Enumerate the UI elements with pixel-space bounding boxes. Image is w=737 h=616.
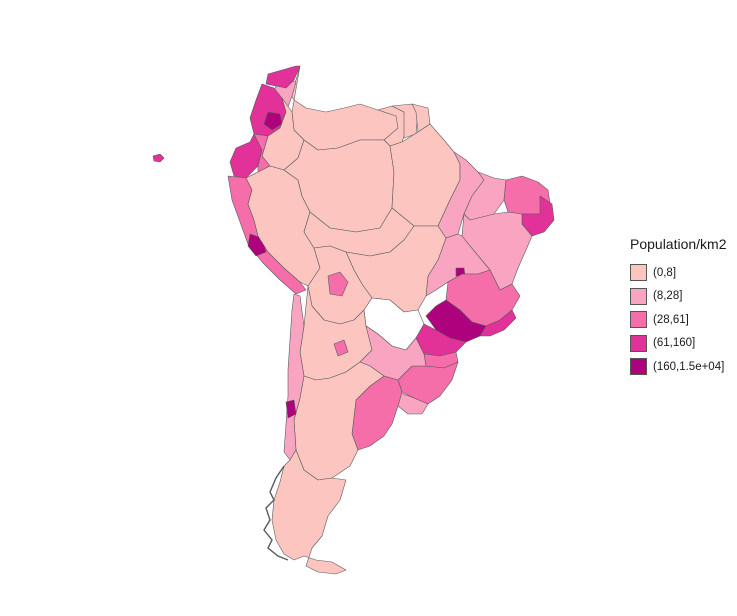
legend-color-key [630, 264, 647, 282]
legend-label: (8,28] [653, 290, 683, 303]
legend-color-key [630, 358, 647, 376]
legend-item: (8,28] [630, 285, 727, 309]
legend-item: (61,160] [630, 332, 727, 356]
chilean-archipelago [263, 465, 289, 561]
region-galapagos [152, 153, 165, 163]
legend-item: (160,1.5e+04] [630, 355, 727, 379]
legend-label: (160,1.5e+04] [653, 360, 725, 373]
legend-label: (28,61] [653, 313, 689, 326]
region-patagonia [271, 449, 347, 575]
legend-title: Population/km2 [630, 236, 727, 252]
legend-label: (61,160] [653, 337, 696, 350]
region-cochabamba [327, 271, 349, 297]
legend-item: (28,61] [630, 308, 727, 332]
region-colombia-caribbean [265, 65, 301, 89]
region-rio-de-janeiro [479, 309, 517, 337]
map-legend: Population/km2 (0,8] (8,28] (28,61] (61,160… [630, 236, 727, 379]
region-bogota [263, 111, 283, 131]
legend-color-key [630, 334, 647, 352]
legend-color-key [630, 287, 647, 305]
region-santiago [285, 399, 297, 419]
legend-item: (0,8] [630, 261, 727, 285]
legend-label: (0,8] [653, 266, 677, 279]
legend-color-key [630, 311, 647, 329]
region-tucuman [333, 339, 349, 357]
